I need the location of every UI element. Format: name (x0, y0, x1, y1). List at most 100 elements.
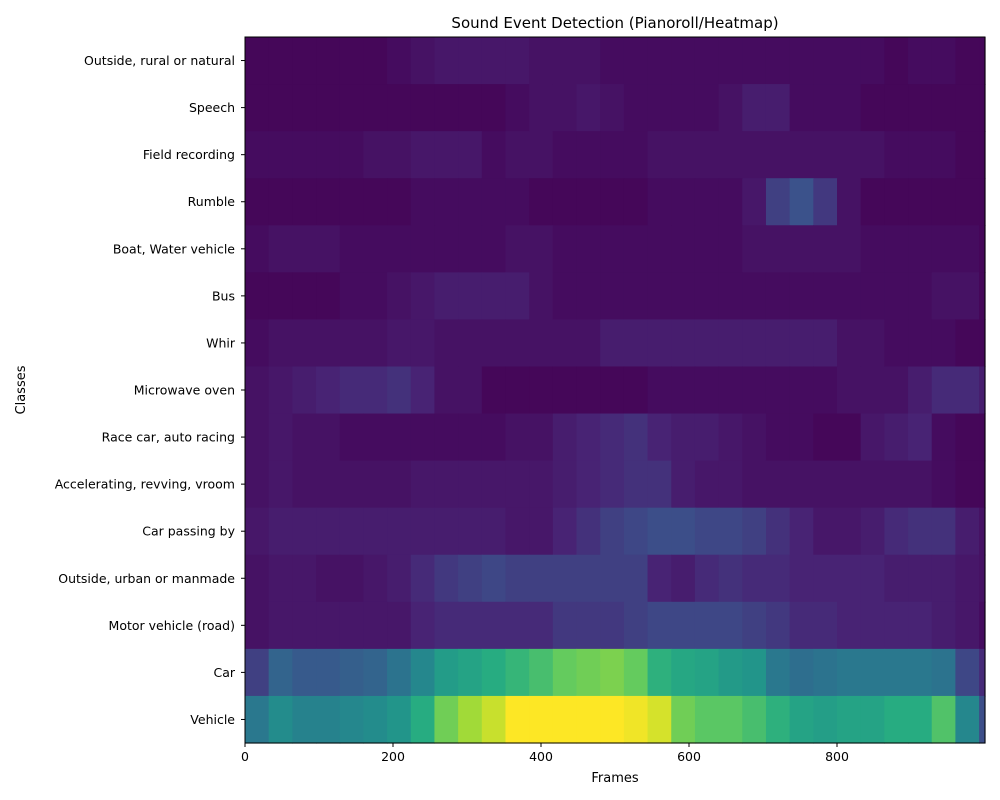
heatmap-cell (671, 131, 696, 179)
heatmap-cell (458, 413, 483, 462)
heatmap-cell (410, 84, 436, 132)
heatmap-cell (387, 413, 412, 462)
heatmap-cell (339, 272, 364, 320)
heatmap-cell (434, 319, 459, 368)
heatmap-cell (979, 131, 986, 179)
heatmap-cell (292, 84, 317, 132)
heatmap-cell (552, 178, 578, 226)
heatmap-cell (742, 319, 767, 368)
heatmap-cell (410, 131, 436, 179)
x-tick-label: 0 (241, 749, 249, 764)
heatmap-cell (245, 366, 270, 415)
heatmap-cell (742, 554, 767, 603)
heatmap-cell (363, 413, 388, 462)
heatmap-cell (718, 413, 743, 462)
heatmap-cell (647, 648, 672, 697)
heatmap-cell (434, 554, 459, 603)
heatmap-cell (979, 695, 986, 744)
heatmap-cell (316, 131, 341, 179)
heatmap-cell (339, 601, 364, 650)
heatmap-cell (671, 319, 696, 368)
heatmap-cell (742, 648, 767, 697)
heatmap-cell (363, 554, 388, 603)
heatmap-cell (979, 460, 986, 509)
heatmap-cell (458, 554, 483, 603)
heatmap-cell (387, 507, 412, 556)
heatmap-cell (979, 178, 986, 226)
heatmap-cell (837, 319, 862, 368)
heatmap-cell (671, 178, 696, 226)
heatmap-cell (552, 601, 578, 650)
heatmap-cell (765, 695, 791, 744)
heatmap-cell (600, 84, 625, 132)
heatmap-cell (908, 601, 933, 650)
heatmap-cell (458, 178, 483, 226)
heatmap-cell (647, 37, 672, 85)
heatmap-cell (837, 601, 862, 650)
heatmap-cell (505, 648, 530, 697)
heatmap-cell (481, 554, 507, 603)
heatmap-cell (245, 272, 270, 320)
heatmap-cell (813, 319, 838, 368)
heatmap-cell (576, 131, 601, 179)
heatmap-cell (292, 507, 317, 556)
heatmap-cell (268, 225, 293, 273)
heatmap-cell (931, 37, 956, 85)
heatmap-cell (363, 37, 388, 85)
heatmap-cell (931, 178, 956, 226)
heatmap-cell (647, 554, 672, 603)
heatmap-cell (647, 413, 672, 462)
heatmap-cell (860, 695, 885, 744)
heatmap-cell (813, 648, 838, 697)
heatmap-cell (481, 460, 507, 509)
heatmap-cell (434, 648, 459, 697)
heatmap-cell (316, 84, 341, 132)
heatmap-cell (813, 554, 838, 603)
heatmap-cell (718, 507, 743, 556)
heatmap-cell (339, 366, 364, 415)
heatmap-cell (623, 319, 649, 368)
heatmap-cell (884, 319, 909, 368)
heatmap-cell (576, 695, 601, 744)
heatmap-cell (647, 131, 672, 179)
heatmap-cell (458, 37, 483, 85)
heatmap-cell (363, 648, 388, 697)
heatmap-cell (268, 131, 293, 179)
heatmap-cell (718, 366, 743, 415)
heatmap-cell (647, 225, 672, 273)
heatmap-cell (955, 601, 980, 650)
heatmap-cell (410, 648, 436, 697)
heatmap-cell (908, 507, 933, 556)
heatmap-cell (837, 225, 862, 273)
heatmap-cell (931, 131, 956, 179)
heatmap-cell (718, 84, 743, 132)
heatmap-cell (955, 648, 980, 697)
heatmap-cell (481, 178, 507, 226)
heatmap-cell (623, 37, 649, 85)
heatmap-cell (694, 413, 720, 462)
heatmap-cell (647, 366, 672, 415)
heatmap-cell (647, 460, 672, 509)
heatmap-cell (316, 695, 341, 744)
heatmap-cell (979, 601, 986, 650)
heatmap-cell (268, 366, 293, 415)
heatmap-cell (576, 554, 601, 603)
heatmap-cell (481, 601, 507, 650)
heatmap-cell (908, 460, 933, 509)
heatmap-cell (765, 460, 791, 509)
heatmap-cell (789, 460, 814, 509)
heatmap-cell (789, 601, 814, 650)
heatmap-cell (694, 178, 720, 226)
heatmap-cell (813, 460, 838, 509)
heatmap-cell (979, 319, 986, 368)
heatmap-cell (813, 178, 838, 226)
heatmap-cell (600, 319, 625, 368)
heatmap-cell (458, 225, 483, 273)
heatmap-cell (410, 225, 436, 273)
heatmap-cell (316, 554, 341, 603)
heatmap-cell (529, 554, 554, 603)
heatmap-cell (765, 272, 791, 320)
heatmap-cell (884, 225, 909, 273)
heatmap-cell (245, 507, 270, 556)
